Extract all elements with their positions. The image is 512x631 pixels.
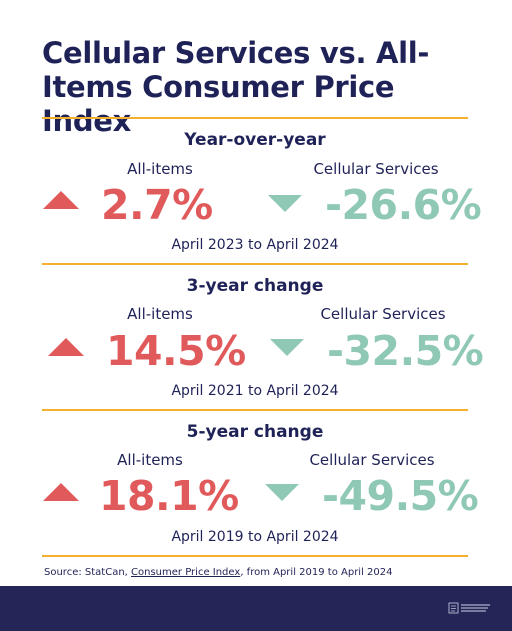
source-suffix: , from April 2019 to April 2024 bbox=[240, 567, 393, 578]
all-items-label: All-items bbox=[117, 451, 183, 469]
footer-bar bbox=[0, 586, 512, 631]
period-text: April 2023 to April 2024 bbox=[171, 237, 339, 253]
triangle-down-icon bbox=[268, 195, 302, 212]
divider bbox=[42, 555, 468, 557]
divider bbox=[42, 263, 468, 265]
source-note: Source: StatCan, Consumer Price Index, f… bbox=[44, 567, 393, 578]
triangle-down-icon bbox=[270, 339, 304, 356]
cellular-value: -32.5% bbox=[327, 327, 484, 375]
divider bbox=[42, 117, 468, 119]
triangle-up-icon bbox=[43, 483, 79, 501]
cellular-value: -26.6% bbox=[325, 181, 482, 229]
section-heading: 5-year change bbox=[186, 422, 324, 442]
cellular-label: Cellular Services bbox=[309, 451, 435, 469]
all-items-value: 2.7% bbox=[101, 181, 213, 229]
divider bbox=[42, 409, 468, 411]
section-heading: Year-over-year bbox=[184, 130, 326, 150]
triangle-down-icon bbox=[265, 484, 299, 501]
period-text: April 2019 to April 2024 bbox=[171, 529, 339, 545]
all-items-value: 18.1% bbox=[99, 472, 239, 520]
cellular-label: Cellular Services bbox=[313, 160, 439, 178]
cellular-label: Cellular Services bbox=[320, 305, 446, 323]
logo-icon bbox=[448, 602, 490, 614]
all-items-label: All-items bbox=[127, 305, 193, 323]
source-prefix: Source: StatCan, bbox=[44, 567, 132, 578]
source-link[interactable]: Consumer Price Index bbox=[131, 567, 241, 578]
page-title: Cellular Services vs. All-Items Consumer… bbox=[42, 36, 430, 138]
period-text: April 2021 to April 2024 bbox=[171, 383, 339, 399]
triangle-up-icon bbox=[43, 191, 79, 209]
section-heading: 3-year change bbox=[186, 276, 324, 296]
all-items-value: 14.5% bbox=[106, 327, 246, 375]
cellular-value: -49.5% bbox=[322, 472, 479, 520]
triangle-up-icon bbox=[48, 338, 84, 356]
all-items-label: All-items bbox=[127, 160, 193, 178]
